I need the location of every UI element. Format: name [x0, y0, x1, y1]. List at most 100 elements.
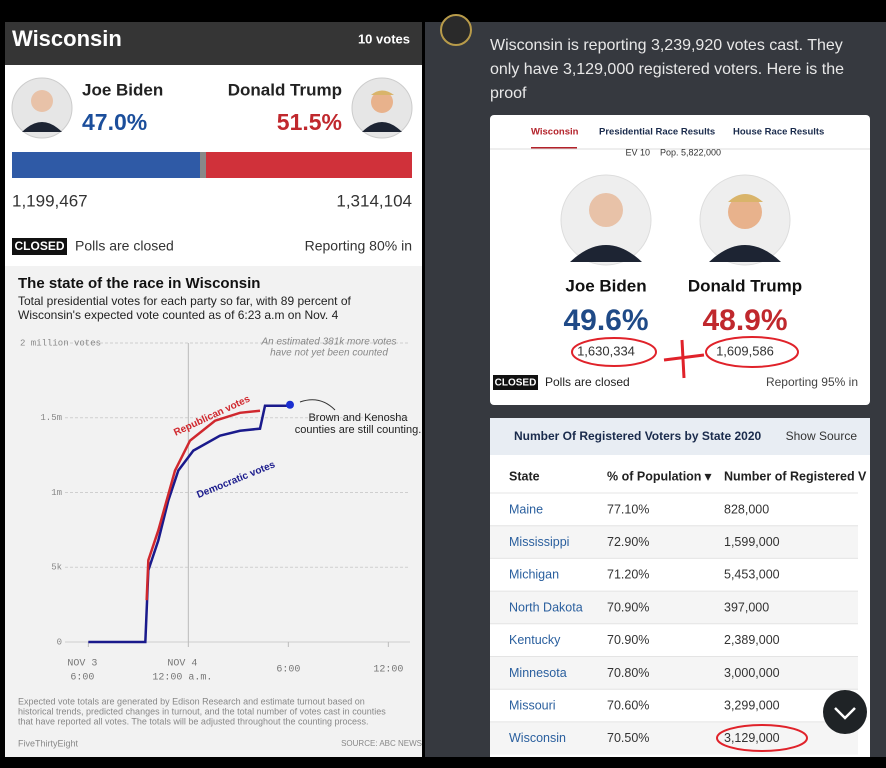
trump-face: [728, 195, 762, 229]
table-cell: Maine: [509, 502, 543, 516]
tweet-text: proof: [490, 85, 527, 102]
table-card-header: [490, 418, 870, 455]
table-row: [490, 493, 858, 526]
closed-badge-text: CLOSED: [14, 239, 64, 253]
candidate-pct: 47.0%: [82, 109, 147, 135]
results-card: [490, 115, 870, 405]
polls-status: Polls are closed: [545, 375, 630, 389]
line-series: [145, 409, 261, 601]
candidate-pct: 48.9%: [702, 304, 787, 337]
x-tick-label: 6:00: [276, 665, 300, 676]
x-tick-label: NOV 3: [67, 659, 97, 670]
table-cell: Mississippi: [509, 535, 569, 549]
y-tick-label: 2 million votes: [20, 338, 101, 348]
avatar: [440, 14, 472, 46]
red-circle: [716, 724, 808, 752]
table-cell: 71.20%: [607, 568, 649, 582]
trump-hair: [728, 194, 763, 202]
x-tick-label: 6:00: [70, 673, 94, 684]
closed-badge: [493, 375, 538, 390]
trump-suit: [362, 122, 402, 132]
trump-suit: [709, 245, 781, 262]
red-circle: [705, 336, 799, 368]
share-bar: [206, 152, 412, 178]
table-row: [490, 591, 858, 624]
chevron-icon: [834, 707, 856, 720]
chart-title: The state of the race in Wisconsin: [18, 275, 260, 292]
table-title: Number Of Registered Voters by State 202…: [514, 429, 762, 443]
tweet-text: Wisconsin is reporting 3,239,920 votes c…: [490, 37, 843, 54]
candidate-name: Joe Biden: [565, 276, 646, 295]
chart-subtitle: Wisconsin's expected vote counted as of …: [18, 308, 339, 322]
footnote: Expected vote totals are generated by Ed…: [18, 696, 365, 706]
candidate-votes: 1,609,586: [716, 343, 774, 358]
table-row: [490, 525, 858, 559]
trump-face: [371, 91, 393, 113]
table-cell: 2,389,000: [724, 633, 780, 647]
table-cell: Minnesota: [509, 666, 567, 680]
source: SOURCE: ABC NEWS: [341, 739, 422, 748]
candidate-pct: 49.6%: [563, 304, 648, 337]
annotation: An estimated 381k more votes: [260, 337, 396, 348]
table-cell: Michigan: [509, 568, 559, 582]
table-cell: 3,129,000: [724, 731, 780, 745]
column-header: % of Population ▾: [607, 469, 712, 483]
candidate-pct: 51.5%: [277, 109, 342, 135]
scroll-button[interactable]: [823, 690, 867, 734]
candidate-name: Joe Biden: [82, 80, 163, 99]
tab[interactable]: House Race Results: [733, 127, 824, 138]
table-row: [490, 558, 858, 592]
table-cell: 3,000,000: [724, 666, 780, 680]
end-point: [286, 400, 294, 409]
table-cell: 70.80%: [607, 666, 649, 680]
red-plus: [663, 339, 705, 379]
chart-subtitle: Total presidential votes for each party …: [18, 294, 352, 308]
candidate-name: Donald Trump: [688, 276, 802, 295]
column-header: State: [509, 469, 540, 483]
closed-badge-text: CLOSED: [495, 378, 537, 389]
y-tick-label: 1.5m: [40, 413, 62, 423]
tab[interactable]: Wisconsin: [531, 127, 579, 138]
brand: FiveThirtyEight: [18, 738, 79, 748]
x-tick-label: NOV 4: [167, 659, 197, 670]
annotation-arrow: [299, 399, 336, 411]
biden-face: [589, 193, 623, 227]
biden-face: [31, 90, 53, 112]
annotation: have not yet been counted: [270, 348, 388, 359]
biden-suit: [22, 122, 62, 132]
table-cell: 70.60%: [607, 698, 649, 712]
table-cell: 5,453,000: [724, 568, 780, 582]
table-row: [490, 689, 858, 722]
chart-panel: [5, 266, 422, 757]
annotation: counties are still counting.: [295, 424, 422, 436]
table-cell: Wisconsin: [509, 731, 566, 745]
reporting: Reporting 80% in: [305, 238, 412, 254]
table-row: [490, 656, 858, 690]
show-source[interactable]: Show Source: [786, 429, 858, 443]
closed-badge: [12, 238, 67, 255]
candidate-votes: 1,199,467: [12, 191, 88, 210]
candidate-votes: 1,630,334: [577, 343, 635, 358]
population: Pop. 5,822,000: [660, 147, 721, 157]
table-cell: 70.90%: [607, 600, 649, 614]
table-row: [490, 721, 858, 755]
table-cell: Missouri: [509, 698, 556, 712]
table-cell: Kentucky: [509, 633, 561, 647]
footnote: that have reported all votes. The totals…: [18, 716, 369, 726]
table-cell: North Dakota: [509, 600, 583, 614]
share-bar: [12, 152, 200, 178]
y-tick-label: 1m: [51, 488, 62, 498]
table-cell: 70.90%: [607, 633, 649, 647]
state-name: Wisconsin: [12, 26, 122, 51]
table-cell: 72.90%: [607, 535, 649, 549]
table-cell: 70.50%: [607, 731, 649, 745]
table-cell: 3,299,000: [724, 698, 780, 712]
candidate-name: Donald Trump: [228, 80, 342, 99]
table-row: [490, 623, 858, 657]
table-cell: 77.10%: [607, 502, 649, 516]
x-tick-label: 12:00 a.m.: [152, 673, 212, 684]
tab[interactable]: Presidential Race Results: [599, 127, 715, 138]
table-cell: 828,000: [724, 502, 769, 516]
table-cell: 397,000: [724, 600, 769, 614]
tweet-text: only have 3,129,000 registered voters. H…: [490, 61, 844, 78]
